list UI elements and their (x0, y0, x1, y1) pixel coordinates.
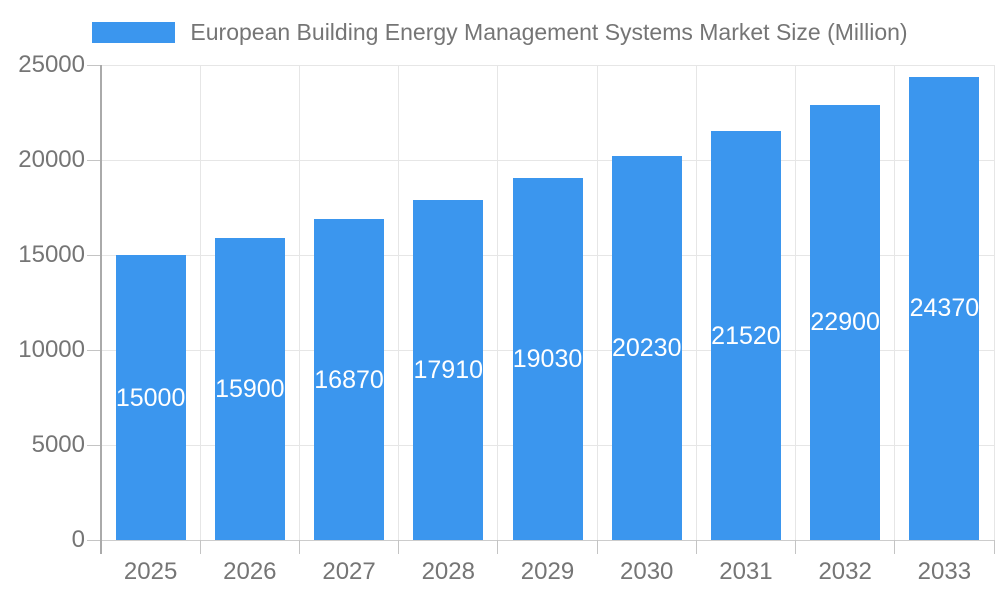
bar-value-label: 15900 (215, 374, 285, 403)
x-axis-tick (894, 540, 896, 554)
y-axis-tick (87, 64, 101, 66)
x-axis-tick (695, 540, 697, 554)
bar-value-label: 17910 (413, 355, 484, 384)
x-axis-tick-label: 2028 (421, 558, 475, 585)
x-axis-tick-label: 2033 (917, 558, 972, 585)
gridline-vertical (298, 65, 300, 540)
x-axis-tick-label: 2031 (719, 558, 773, 585)
x-axis-tick (298, 540, 300, 554)
x-axis-tick-label: 2032 (818, 558, 872, 585)
bar-2027 (314, 219, 385, 540)
bar-2032 (810, 104, 881, 540)
y-axis-tick-label: 15000 (18, 241, 85, 268)
x-axis-tick (199, 540, 201, 554)
bar-value-label: 16870 (314, 365, 384, 394)
gridline-horizontal (101, 64, 994, 66)
x-axis-tick-label: 2029 (520, 558, 575, 585)
bar-2030 (611, 155, 682, 540)
y-axis-tick (87, 159, 101, 161)
y-axis-tick (87, 444, 101, 446)
bar-value-label: 20230 (611, 333, 682, 362)
legend-swatch (92, 21, 176, 43)
y-axis-tick (87, 539, 101, 541)
gridline-vertical (993, 65, 995, 540)
x-axis-tick (398, 540, 400, 554)
bar-2028 (413, 199, 484, 540)
x-axis-tick-label: 2027 (322, 558, 376, 585)
gridline-horizontal (101, 159, 994, 161)
y-axis-tick-label: 25000 (18, 51, 85, 78)
gridline-horizontal (101, 539, 994, 541)
y-axis-tick-label: 20000 (18, 146, 85, 173)
bar-value-label: 15000 (115, 383, 186, 412)
y-axis-tick-label: 10000 (18, 336, 85, 363)
y-axis-tick (87, 349, 101, 351)
bar-2031 (710, 131, 781, 540)
gridline-vertical (795, 65, 797, 540)
gridline-vertical (894, 65, 896, 540)
gridline-vertical (596, 65, 598, 540)
x-axis-tick (795, 540, 797, 554)
y-axis-tick-label: 5000 (31, 431, 85, 458)
bar-2026 (214, 237, 285, 540)
x-axis-tick-label: 2026 (223, 558, 277, 585)
bar-2025 (115, 255, 186, 540)
bar-2029 (512, 178, 583, 540)
legend: European Building Energy Management Syst… (0, 18, 1000, 46)
bar-value-label: 19030 (512, 345, 583, 374)
x-axis-tick-label: 2025 (123, 558, 178, 585)
bar-value-label: 21520 (711, 321, 781, 350)
y-axis-tick (87, 254, 101, 256)
gridline-vertical (398, 65, 400, 540)
gridline-vertical (695, 65, 697, 540)
y-axis-line (100, 65, 102, 554)
x-axis-tick (497, 540, 499, 554)
x-axis-tick-label: 2030 (620, 558, 674, 585)
bar-value-label: 24370 (909, 294, 980, 323)
bar-value-label: 22900 (810, 308, 880, 337)
gridline-vertical (199, 65, 201, 540)
y-axis-tick-label: 0 (71, 526, 85, 553)
bar-2033 (909, 76, 980, 540)
x-axis-tick (993, 540, 995, 554)
x-axis-tick (596, 540, 598, 554)
chart-title: European Building Energy Management Syst… (190, 19, 908, 45)
gridline-vertical (497, 65, 499, 540)
